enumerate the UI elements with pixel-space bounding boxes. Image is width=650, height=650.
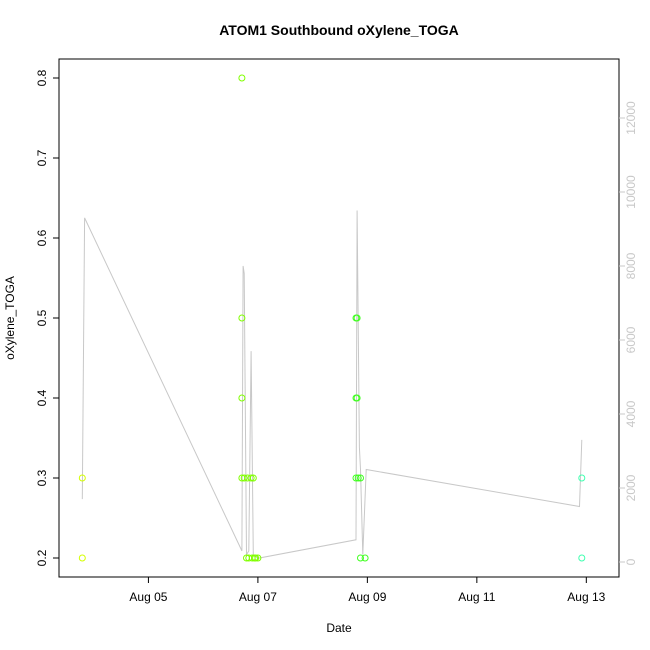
left-axis-tick-label: 0.6 [35, 229, 49, 246]
data-point [247, 474, 255, 482]
data-point [353, 394, 361, 402]
x-axis-tick-label: Aug 13 [567, 590, 605, 604]
x-axis-label: Date [326, 621, 352, 635]
chart-title: ATOM1 Southbound oXylene_TOGA [219, 22, 459, 38]
right-axis: 0 2000 4000 6000 8000 10000 12000 [619, 101, 638, 565]
data-point [238, 74, 246, 82]
right-axis-tick-label: 10000 [624, 175, 638, 209]
data-point [361, 554, 369, 562]
data-point [578, 474, 586, 482]
data-point [78, 474, 86, 482]
left-axis-tick-label: 0.5 [35, 309, 49, 326]
data-point [238, 314, 246, 322]
left-axis: 0.2 0.3 0.4 0.5 0.6 0.7 0.8 [35, 69, 60, 566]
data-point [353, 314, 361, 322]
right-axis-tick-label: 4000 [624, 400, 638, 427]
left-axis-tick-label: 0.8 [35, 69, 49, 86]
x-axis-tick-label: Aug 05 [129, 590, 167, 604]
data-point [240, 474, 248, 482]
scatter-series [78, 74, 586, 562]
y-axis-label: oXylene_TOGA [3, 276, 17, 360]
bottom-axis: Aug 05 Aug 07 Aug 09 Aug 11 Aug 13 [129, 577, 606, 604]
left-axis-tick-label: 0.2 [35, 549, 49, 566]
data-point [357, 554, 364, 562]
data-point [357, 474, 364, 482]
data-point [252, 554, 260, 562]
x-axis-tick-label: Aug 09 [348, 590, 386, 604]
right-axis-tick-label: 0 [624, 558, 638, 565]
left-axis-tick-label: 0.4 [35, 389, 49, 406]
x-axis-tick-label: Aug 11 [458, 590, 495, 604]
left-axis-tick-label: 0.7 [35, 149, 49, 166]
data-point [352, 474, 360, 482]
data-point [354, 474, 362, 482]
x-axis-tick-label: Aug 07 [239, 590, 277, 604]
right-axis-tick-label: 6000 [624, 326, 638, 353]
right-axis-tick-label: 12000 [624, 101, 638, 135]
data-point [238, 394, 246, 402]
data-point [254, 554, 262, 562]
right-axis-tick-label: 8000 [624, 252, 638, 279]
data-point [249, 474, 257, 482]
right-axis-tick-label: 2000 [624, 474, 638, 501]
left-axis-tick-label: 0.3 [35, 469, 49, 486]
data-point [78, 554, 86, 562]
data-point [578, 554, 586, 562]
